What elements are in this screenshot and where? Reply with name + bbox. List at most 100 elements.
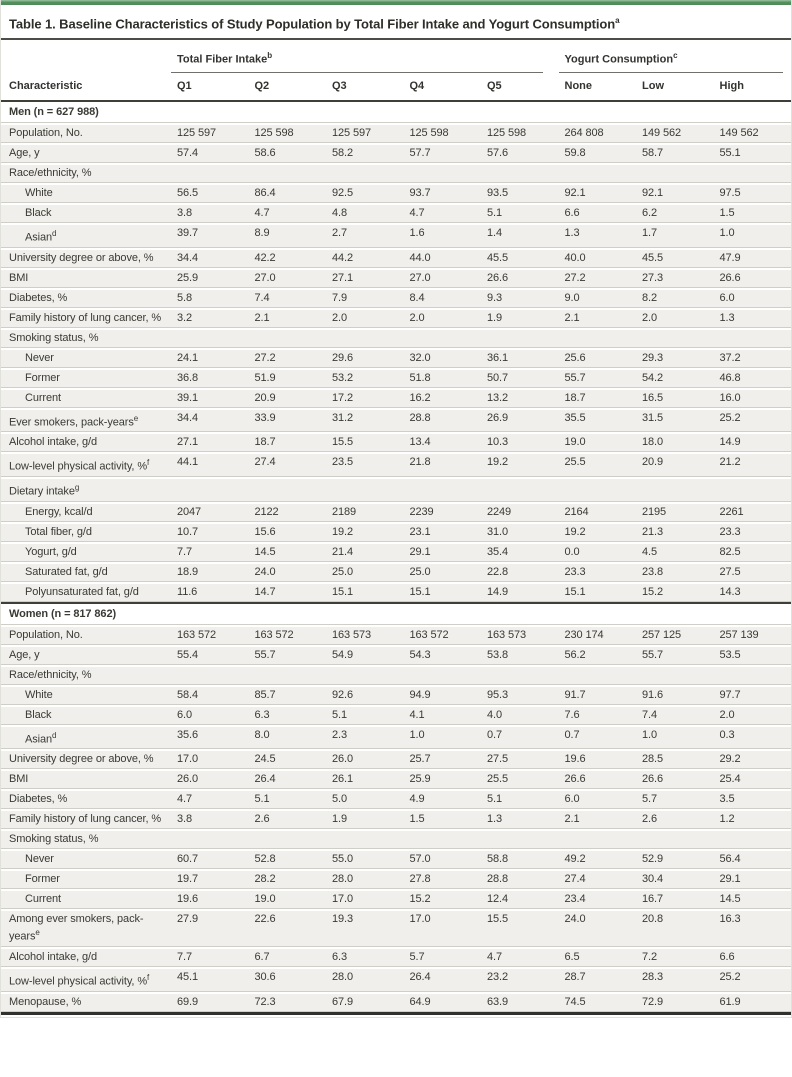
cell-value: 5.0	[326, 789, 404, 810]
cell-value: 17.0	[403, 909, 481, 947]
cell-value: 4.7	[403, 202, 481, 223]
cell-value: 53.8	[481, 644, 559, 665]
cell-value: 40.0	[558, 247, 636, 268]
cell-value: 125 598	[248, 122, 326, 143]
table-row: University degree or above, % 34.4 42.2 44.…	[1, 247, 791, 268]
cell-value: 25.7	[403, 749, 481, 770]
cell-value: 19.0	[558, 432, 636, 453]
cell-value: 26.9	[481, 407, 559, 433]
cell-value: 27.0	[248, 267, 326, 288]
table-row: Family history of lung cancer, % 3.8 2.6 1.…	[1, 809, 791, 830]
cell-value: 4.0	[481, 704, 559, 725]
table-row: White 56.5 86.4 92.5 93.7 93.5 92.1 92.1 97.5	[1, 182, 791, 203]
column-header-q3: Q3	[332, 79, 347, 92]
cell-value: 55.4	[171, 644, 249, 665]
cell-value: 0.7	[558, 724, 636, 750]
row-label: Never	[1, 347, 171, 368]
cell-value: 53.5	[713, 644, 791, 665]
cell-value: 27.5	[481, 749, 559, 770]
cell-value: 93.5	[481, 182, 559, 203]
cell-value: 29.2	[713, 749, 791, 770]
cell-value: 2.1	[558, 307, 636, 328]
table-row: Current 39.1 20.9 17.2 16.2 13.2 18.7 16.5 16.0	[1, 387, 791, 408]
table-row: Alcohol intake, g/d 27.1 18.7 15.5 13.4 10.3 1…	[1, 432, 791, 453]
table-row: Never 24.1 27.2 29.6 32.0 36.1 25.6 29.3 37.2	[1, 347, 791, 368]
cell-value: 22.6	[248, 909, 326, 947]
cell-value: 149 562	[713, 122, 791, 143]
row-label: Yogurt, g/d	[1, 541, 171, 562]
cell-value: 2.6	[636, 809, 714, 830]
cell-value: 97.5	[713, 182, 791, 203]
subheader-row: Smoking status, %	[1, 327, 791, 348]
cell-value: 11.6	[171, 581, 249, 602]
cell-value: 93.7	[403, 182, 481, 203]
table-bottom-rule	[1, 1011, 791, 1015]
paper-table-figure: Table 1. Baseline Characteristics of Stu…	[0, 0, 792, 1018]
cell-value: 230 174	[558, 624, 636, 645]
cell-value: 36.8	[171, 367, 249, 388]
cell-value: 19.6	[171, 889, 249, 910]
cell-value: 52.8	[248, 849, 326, 870]
cell-value: 2.7	[326, 222, 404, 248]
cell-value: 57.6	[481, 142, 559, 163]
cell-value: 6.6	[558, 202, 636, 223]
table-title-footnote-marker: a	[615, 16, 620, 25]
table-row: Saturated fat, g/d 18.9 24.0 25.0 25.0 22.8 23…	[1, 561, 791, 582]
cell-value: 5.1	[326, 704, 404, 725]
cell-value: 26.4	[403, 966, 481, 992]
table-row: Total fiber, g/d 10.7 15.6 19.2 23.1 31.0 19.2…	[1, 521, 791, 542]
cell-value: 149 562	[636, 122, 714, 143]
header-spacer	[1, 40, 171, 73]
cell-value: 17.2	[326, 387, 404, 408]
cell-value: 19.7	[171, 869, 249, 890]
cell-value: 1.5	[403, 809, 481, 830]
cell-value: 14.9	[481, 581, 559, 602]
row-label: Ever smokers, pack-yearse	[1, 407, 171, 433]
cell-value: 6.3	[248, 704, 326, 725]
cell-value: 29.1	[403, 541, 481, 562]
cell-value: 92.1	[558, 182, 636, 203]
cell-value: 6.0	[713, 287, 791, 308]
cell-value: 97.7	[713, 684, 791, 705]
table-row: Alcohol intake, g/d 7.7 6.7 6.3 5.7 4.7 6.5 7.2…	[1, 946, 791, 967]
table-row: Current 19.6 19.0 17.0 15.2 12.4 23.4 16.7 14.5	[1, 889, 791, 910]
cell-value: 2.6	[248, 809, 326, 830]
cell-value: 26.0	[326, 749, 404, 770]
cell-value: 26.6	[713, 267, 791, 288]
row-label: Energy, kcal/d	[1, 501, 171, 522]
cell-value: 8.0	[248, 724, 326, 750]
cell-value: 1.0	[403, 724, 481, 750]
cell-value: 5.8	[171, 287, 249, 308]
cell-value: 21.2	[713, 452, 791, 477]
cell-value: 27.4	[248, 452, 326, 477]
cell-value: 60.7	[171, 849, 249, 870]
cell-value: 2261	[713, 501, 791, 522]
table-row: Among ever smokers, pack-yearse 27.9 22.6 1…	[1, 909, 791, 947]
table-header: Total Fiber Intakeb Yogurt Consumptionc …	[1, 40, 791, 100]
cell-value: 57.4	[171, 142, 249, 163]
cell-value: 13.2	[481, 387, 559, 408]
cell-value: 14.3	[713, 581, 791, 602]
row-label: Asiand	[1, 724, 171, 750]
row-label: Smoking status, %	[1, 829, 791, 850]
cell-value: 85.7	[248, 684, 326, 705]
row-label: BMI	[1, 769, 171, 790]
table-row: Black 3.8 4.7 4.8 4.7 5.1 6.6 6.2 1.5	[1, 202, 791, 223]
table-row: Population, No. 125 597 125 598 125 597 125 …	[1, 122, 791, 143]
cell-value: 29.3	[636, 347, 714, 368]
cell-value: 27.0	[403, 267, 481, 288]
row-label: Menopause, %	[1, 991, 171, 1012]
cell-value: 26.0	[171, 769, 249, 790]
row-label: Population, No.	[1, 122, 171, 143]
cell-value: 4.8	[326, 202, 404, 223]
cell-value: 25.6	[558, 347, 636, 368]
cell-value: 14.5	[248, 541, 326, 562]
cell-value: 3.8	[171, 202, 249, 223]
cell-value: 7.6	[558, 704, 636, 725]
row-label: Age, y	[1, 644, 171, 665]
cell-value: 24.0	[558, 909, 636, 947]
cell-value: 57.0	[403, 849, 481, 870]
cell-value: 125 598	[481, 122, 559, 143]
cell-value: 55.7	[558, 367, 636, 388]
cell-value: 4.7	[248, 202, 326, 223]
